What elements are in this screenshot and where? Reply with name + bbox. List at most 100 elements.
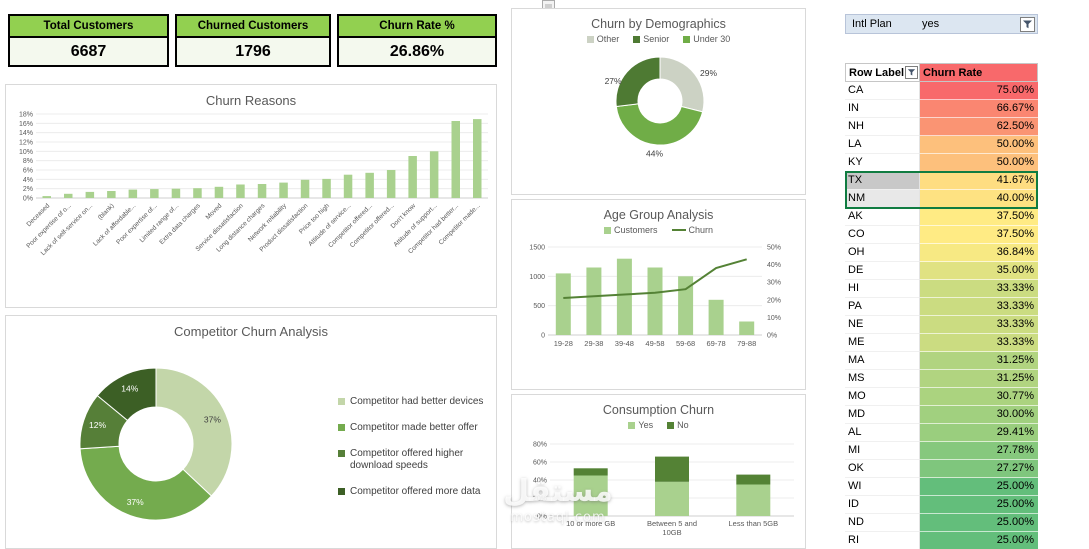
state-cell[interactable]: MI <box>845 442 920 460</box>
state-cell[interactable]: CA <box>845 82 920 100</box>
churn-rate-cell[interactable]: 29.41% <box>920 424 1038 442</box>
churn-rate-cell[interactable]: 27.78% <box>920 442 1038 460</box>
churn-rate-cell[interactable]: 31.25% <box>920 352 1038 370</box>
state-row[interactable]: ND 25.00% <box>845 514 1038 532</box>
churn-line[interactable] <box>563 258 747 299</box>
reason-bar[interactable] <box>322 178 331 198</box>
state-cell[interactable]: PA <box>845 298 920 316</box>
reason-bar[interactable] <box>193 188 202 198</box>
reason-bar[interactable] <box>386 170 396 198</box>
churn-rate-cell[interactable]: 37.50% <box>920 208 1038 226</box>
reason-bar[interactable] <box>343 174 353 198</box>
state-row[interactable]: TX 41.67% <box>845 172 1038 190</box>
state-cell[interactable]: NH <box>845 118 920 136</box>
churn-rate-cell[interactable]: 50.00% <box>920 136 1038 154</box>
state-cell[interactable]: KY <box>845 154 920 172</box>
stacked-bar-segment[interactable] <box>736 484 771 517</box>
state-row[interactable]: AK 37.50% <box>845 208 1038 226</box>
reason-bar[interactable] <box>42 196 52 198</box>
churn-rate-cell[interactable]: 36.84% <box>920 244 1038 262</box>
reason-bar[interactable] <box>128 189 138 198</box>
churn-rate-cell[interactable]: 37.50% <box>920 226 1038 244</box>
churn-rate-cell[interactable]: 33.33% <box>920 334 1038 352</box>
state-row[interactable]: RI 25.00% <box>845 532 1038 549</box>
intl-plan-filter[interactable]: Intl Plan yes <box>845 14 1038 34</box>
customers-bar[interactable] <box>555 273 571 335</box>
state-cell[interactable]: MA <box>845 352 920 370</box>
customers-bar[interactable] <box>616 258 632 335</box>
churn-rate-cell[interactable]: 30.77% <box>920 388 1038 406</box>
churn-rate-cell[interactable]: 40.00% <box>920 190 1038 208</box>
row-label-filter-icon[interactable] <box>905 66 918 79</box>
state-row[interactable]: CO 37.50% <box>845 226 1038 244</box>
competitor-donut[interactable]: 37% 37% 12% 14% <box>6 339 326 539</box>
state-row[interactable]: KY 50.00% <box>845 154 1038 172</box>
stacked-bar-segment[interactable] <box>655 481 689 516</box>
state-cell[interactable]: TX <box>845 172 920 190</box>
state-cell[interactable]: MO <box>845 388 920 406</box>
reason-bar[interactable] <box>107 191 116 198</box>
state-cell[interactable]: CO <box>845 226 920 244</box>
state-row[interactable]: AL 29.41% <box>845 424 1038 442</box>
state-cell[interactable]: MS <box>845 370 920 388</box>
reason-bar[interactable] <box>429 151 439 198</box>
churn-rate-cell[interactable]: 25.00% <box>920 532 1038 549</box>
churn-rate-cell[interactable]: 62.50% <box>920 118 1038 136</box>
reason-bar[interactable] <box>473 119 482 198</box>
state-cell[interactable]: NM <box>845 190 920 208</box>
state-cell[interactable]: ME <box>845 334 920 352</box>
state-cell[interactable]: OK <box>845 460 920 478</box>
state-row[interactable]: ME 33.33% <box>845 334 1038 352</box>
state-row[interactable]: ID 25.00% <box>845 496 1038 514</box>
churn-rate-cell[interactable]: 25.00% <box>920 496 1038 514</box>
churn-rate-cell[interactable]: 35.00% <box>920 262 1038 280</box>
stacked-bar-segment[interactable] <box>655 456 689 482</box>
state-row[interactable]: WI 25.00% <box>845 478 1038 496</box>
state-row[interactable]: MA 31.25% <box>845 352 1038 370</box>
customers-bar[interactable] <box>647 267 663 336</box>
state-row[interactable]: OK 27.27% <box>845 460 1038 478</box>
state-row[interactable]: OH 36.84% <box>845 244 1038 262</box>
customers-bar[interactable] <box>739 321 755 336</box>
demographics-donut[interactable]: 29% 44% 27% <box>512 44 806 166</box>
state-row[interactable]: MD 30.00% <box>845 406 1038 424</box>
stacked-bar-segment[interactable] <box>573 475 608 517</box>
reason-bar[interactable] <box>279 182 288 198</box>
consumption-chart[interactable]: 0% 20% 40% 60% 80% 10 or more GB Between 5 and… <box>512 430 806 542</box>
state-row[interactable]: NE 33.33% <box>845 316 1038 334</box>
stacked-bar-segment[interactable] <box>573 468 608 476</box>
customers-bar[interactable] <box>708 299 724 335</box>
state-cell[interactable]: ID <box>845 496 920 514</box>
customers-bar[interactable] <box>586 267 602 336</box>
churn-rate-cell[interactable]: 75.00% <box>920 82 1038 100</box>
donut-slice[interactable] <box>615 56 661 108</box>
reason-bar[interactable] <box>300 179 310 198</box>
reason-bar[interactable] <box>85 191 95 198</box>
reason-bar[interactable] <box>451 121 461 198</box>
state-cell[interactable]: AK <box>845 208 920 226</box>
state-row[interactable]: PA 33.33% <box>845 298 1038 316</box>
donut-slice[interactable] <box>659 56 705 113</box>
churn-rate-cell[interactable]: 33.33% <box>920 280 1038 298</box>
reason-bar[interactable] <box>171 188 181 198</box>
state-cell[interactable]: MD <box>845 406 920 424</box>
state-cell[interactable]: ND <box>845 514 920 532</box>
churn-rate-cell[interactable]: 66.67% <box>920 100 1038 118</box>
state-cell[interactable]: IN <box>845 100 920 118</box>
state-row[interactable]: HI 33.33% <box>845 280 1038 298</box>
state-row[interactable]: NM 40.00% <box>845 190 1038 208</box>
churn-rate-cell[interactable]: 25.00% <box>920 514 1038 532</box>
churn-rate-cell[interactable]: 33.33% <box>920 298 1038 316</box>
customers-bar[interactable] <box>678 276 694 335</box>
churn-rate-cell[interactable]: 41.67% <box>920 172 1038 190</box>
reason-bar[interactable] <box>257 184 267 198</box>
state-cell[interactable]: NE <box>845 316 920 334</box>
row-label-header[interactable]: Row Label <box>845 63 920 82</box>
reason-bar[interactable] <box>236 184 245 199</box>
churn-rate-cell[interactable]: 30.00% <box>920 406 1038 424</box>
donut-slice[interactable] <box>79 445 213 521</box>
churn-rate-cell[interactable]: 33.33% <box>920 316 1038 334</box>
age-group-chart[interactable]: 0 500 1000 1500 0% 10% 20% 30% 40% 50% 19-28 29-38 3… <box>512 235 806 367</box>
state-row[interactable]: MI 27.78% <box>845 442 1038 460</box>
